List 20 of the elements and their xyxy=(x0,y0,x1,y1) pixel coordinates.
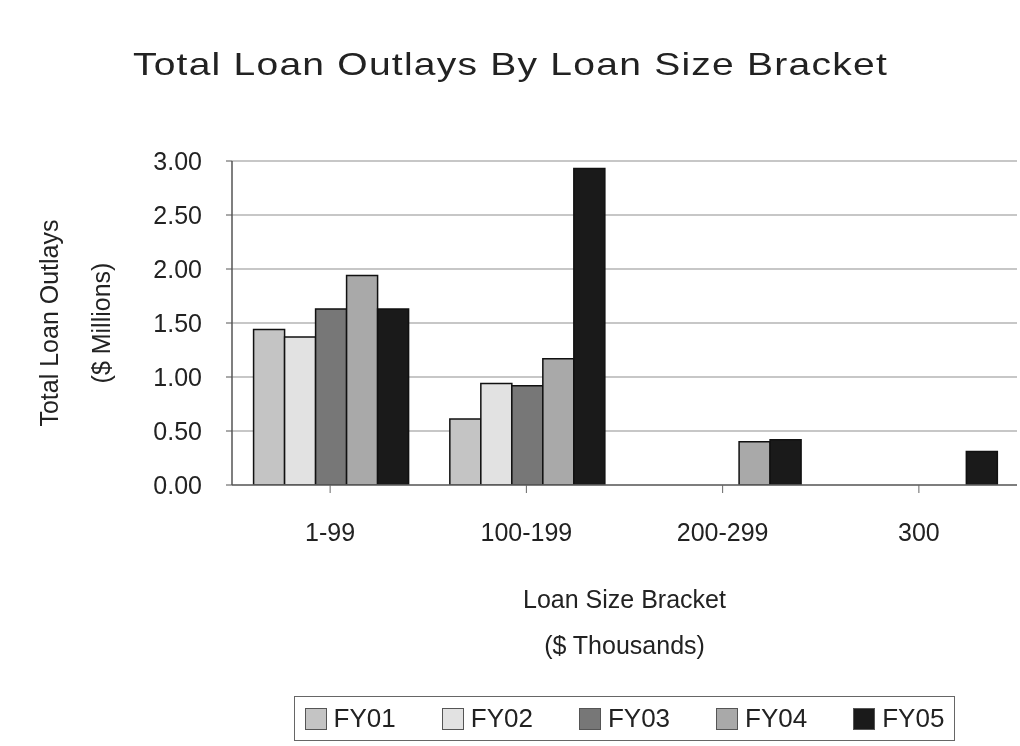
x-tick-label: 100-199 xyxy=(480,517,573,546)
x-tick-label: 200-299 xyxy=(676,517,769,546)
legend-label: FY04 xyxy=(745,703,808,734)
y-tick-label: 2.00 xyxy=(153,254,202,283)
x-axis-title: Loan Size Bracket ($ Thousands) xyxy=(522,584,727,661)
y-tick-label: 0.50 xyxy=(153,416,202,445)
y-tick-label: 1.00 xyxy=(153,362,202,391)
x-tick-label: 300 xyxy=(898,517,940,546)
x-tick-label: 1-99 xyxy=(305,517,356,546)
bar xyxy=(965,450,999,485)
chart-title: Total Loan Outlays By Loan Size Bracket xyxy=(132,46,888,83)
legend-label: FY02 xyxy=(470,703,533,734)
y-tick-label: 3.00 xyxy=(153,146,202,175)
y-tick-label: 1.50 xyxy=(153,308,202,337)
legend-label: FY05 xyxy=(882,703,945,734)
y-tick-label: 0.00 xyxy=(153,470,202,499)
legend-label: FY01 xyxy=(333,703,396,734)
legend-label: FY03 xyxy=(607,703,671,734)
y-axis-title: Total Loan Outlays ($ Millions) xyxy=(34,218,116,429)
y-tick-label: 2.50 xyxy=(153,200,202,229)
